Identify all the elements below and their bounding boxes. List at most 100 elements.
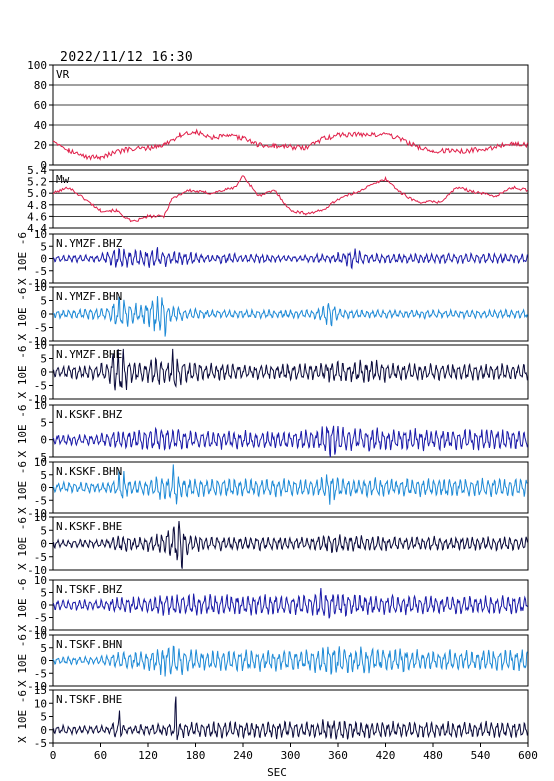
y-tick-label-n-tskf-bhe: 5 — [40, 711, 47, 724]
panel-label-n-tskf-bhz: N.TSKF.BHZ — [56, 583, 123, 596]
y-tick-label-n-ymzf-bhe: 0 — [40, 366, 47, 379]
y-tick-label-n-ymzf-bhz: 5 — [40, 240, 47, 253]
x-tick-label: 0 — [50, 749, 57, 762]
y-tick-label-n-kskf-bhn: -10 — [27, 507, 47, 520]
panel-label-n-kskf-bhn: N.KSKF.BHN — [56, 465, 122, 478]
panel-label-n-tskf-bhn: N.TSKF.BHN — [56, 638, 122, 651]
y-tick-label-n-ymzf-bhe: 10 — [34, 339, 47, 352]
x-tick-label: 60 — [94, 749, 107, 762]
y-tick-label-n-kskf-bhz: 5 — [40, 416, 47, 429]
y-axis-label-n-kskf-bhz: X 10E -6 — [16, 405, 29, 458]
trace-n-tskf-bhz — [52, 587, 528, 619]
y-tick-label-vr: 80 — [34, 79, 47, 92]
y-tick-label-mw: 5.0 — [27, 187, 47, 200]
y-tick-label-n-tskf-bhn: -5 — [34, 667, 47, 680]
y-tick-label-n-kskf-bhn: 10 — [34, 456, 47, 469]
y-tick-label-n-tskf-bhn: 5 — [40, 642, 47, 655]
y-tick-label-mw: 5.4 — [27, 164, 47, 177]
y-tick-label-n-kskf-bhe: -5 — [34, 551, 47, 564]
y-tick-label-n-kskf-bhe: 10 — [34, 511, 47, 524]
y-tick-label-n-tskf-bhe: -5 — [34, 737, 47, 750]
x-tick-label: 540 — [471, 749, 491, 762]
trace-mw — [52, 175, 528, 223]
y-tick-label-n-tskf-bhe: 0 — [40, 724, 47, 737]
y-tick-label-n-tskf-bhz: -5 — [34, 612, 47, 625]
y-tick-label-n-ymzf-bhz: 10 — [34, 228, 47, 241]
y-tick-label-n-ymzf-bhn: 10 — [34, 281, 47, 294]
y-tick-label-n-kskf-bhe: 0 — [40, 538, 47, 551]
y-tick-label-n-kskf-bhe: -10 — [27, 564, 47, 577]
y-tick-label-vr: 20 — [34, 139, 47, 152]
y-tick-label-n-ymzf-bhn: -10 — [27, 335, 47, 348]
y-tick-label-n-ymzf-bhz: 0 — [40, 253, 47, 266]
y-tick-label-n-ymzf-bhn: 5 — [40, 295, 47, 308]
y-tick-label-n-tskf-bhz: 10 — [34, 574, 47, 587]
x-tick-label: 300 — [281, 749, 301, 762]
y-axis-label-n-tskf-bhz: X 10E -6 — [16, 579, 29, 632]
y-tick-label-n-tskf-bhn: -10 — [27, 680, 47, 693]
panel-label-n-tskf-bhe: N.TSKF.BHE — [56, 693, 122, 706]
y-tick-label-n-ymzf-bhe: -10 — [27, 393, 47, 406]
y-tick-label-n-kskf-bhz: 10 — [34, 399, 47, 412]
x-tick-label: 600 — [518, 749, 538, 762]
y-tick-label-mw: 4.8 — [27, 199, 47, 212]
panel-label-mw: Mw — [56, 173, 70, 186]
y-tick-label-n-ymzf-bhe: -5 — [34, 380, 47, 393]
trace-n-tskf-bhn — [52, 645, 528, 677]
y-tick-label-n-ymzf-bhz: -10 — [27, 277, 47, 290]
y-tick-label-n-ymzf-bhe: 5 — [40, 353, 47, 366]
y-tick-label-n-tskf-bhz: 0 — [40, 599, 47, 612]
y-tick-label-n-tskf-bhn: 10 — [34, 629, 47, 642]
panel-label-vr: VR — [56, 68, 70, 81]
y-tick-label-n-ymzf-bhz: -5 — [34, 265, 47, 278]
y-tick-label-mw: 4.6 — [27, 210, 47, 223]
y-axis-label-n-tskf-bhe: X 10E -6 — [16, 690, 29, 743]
y-tick-label-n-tskf-bhz: 5 — [40, 587, 47, 600]
y-tick-label-n-kskf-bhz: 0 — [40, 434, 47, 447]
trace-n-kskf-bhn — [52, 464, 528, 505]
y-axis-label-n-ymzf-bhz: X 10E -6 — [16, 232, 29, 285]
trace-vr — [52, 128, 529, 161]
x-tick-label: 120 — [138, 749, 158, 762]
panel-frame-mw — [52, 169, 529, 229]
x-tick-label: 360 — [328, 749, 348, 762]
y-tick-label-n-tskf-bhn: 0 — [40, 655, 47, 668]
trace-n-tskf-bhe — [52, 696, 528, 741]
trace-n-ymzf-bhn — [52, 296, 528, 337]
y-axis-label-n-kskf-bhe: X 10E -6 — [16, 517, 29, 570]
panel-label-n-ymzf-bhz: N.YMZF.BHZ — [56, 237, 123, 250]
y-tick-label-n-kskf-bhn: 5 — [40, 469, 47, 482]
y-tick-label-n-tskf-bhe: 10 — [34, 697, 47, 710]
y-axis-label-n-kskf-bhn: X 10E -6 — [16, 461, 29, 514]
y-tick-label-vr: 40 — [34, 119, 47, 132]
y-tick-label-n-ymzf-bhn: 0 — [40, 308, 47, 321]
x-tick-label: 240 — [233, 749, 253, 762]
y-tick-label-n-kskf-bhn: 0 — [40, 482, 47, 495]
y-axis-label-n-ymzf-bhn: X 10E -6 — [16, 288, 29, 341]
x-tick-label: 180 — [186, 749, 206, 762]
x-axis-label: SEC — [267, 766, 287, 779]
page-title: 2022/11/12 16:30 — [60, 50, 194, 65]
trace-n-kskf-bhz — [52, 425, 528, 458]
y-tick-label-n-tskf-bhe: 15 — [34, 684, 47, 697]
y-tick-label-n-kskf-bhe: 5 — [40, 524, 47, 537]
panel-frame-n-kskf-bhz — [52, 404, 529, 458]
y-tick-label-vr: 60 — [34, 99, 47, 112]
y-axis-label-n-ymzf-bhe: X 10E -6 — [16, 346, 29, 399]
y-axis-label-n-tskf-bhn: X 10E -6 — [16, 634, 29, 687]
trace-n-kskf-bhe — [52, 521, 528, 569]
panel-label-n-ymzf-bhn: N.YMZF.BHN — [56, 290, 122, 303]
panel-label-n-ymzf-bhe: N.YMZF.BHE — [56, 348, 122, 361]
y-tick-label-mw: 4.4 — [27, 222, 47, 235]
y-tick-label-n-ymzf-bhn: -5 — [34, 322, 47, 335]
x-tick-label: 420 — [376, 749, 396, 762]
panel-label-n-kskf-bhe: N.KSKF.BHE — [56, 520, 122, 533]
y-tick-label-vr: 100 — [27, 59, 47, 72]
y-tick-label-n-tskf-bhz: -10 — [27, 624, 47, 637]
trace-n-ymzf-bhe — [52, 348, 528, 391]
panel-label-n-kskf-bhz: N.KSKF.BHZ — [56, 408, 123, 421]
x-tick-label: 480 — [423, 749, 443, 762]
y-tick-label-n-kskf-bhn: -5 — [34, 494, 47, 507]
trace-n-ymzf-bhz — [53, 247, 528, 270]
